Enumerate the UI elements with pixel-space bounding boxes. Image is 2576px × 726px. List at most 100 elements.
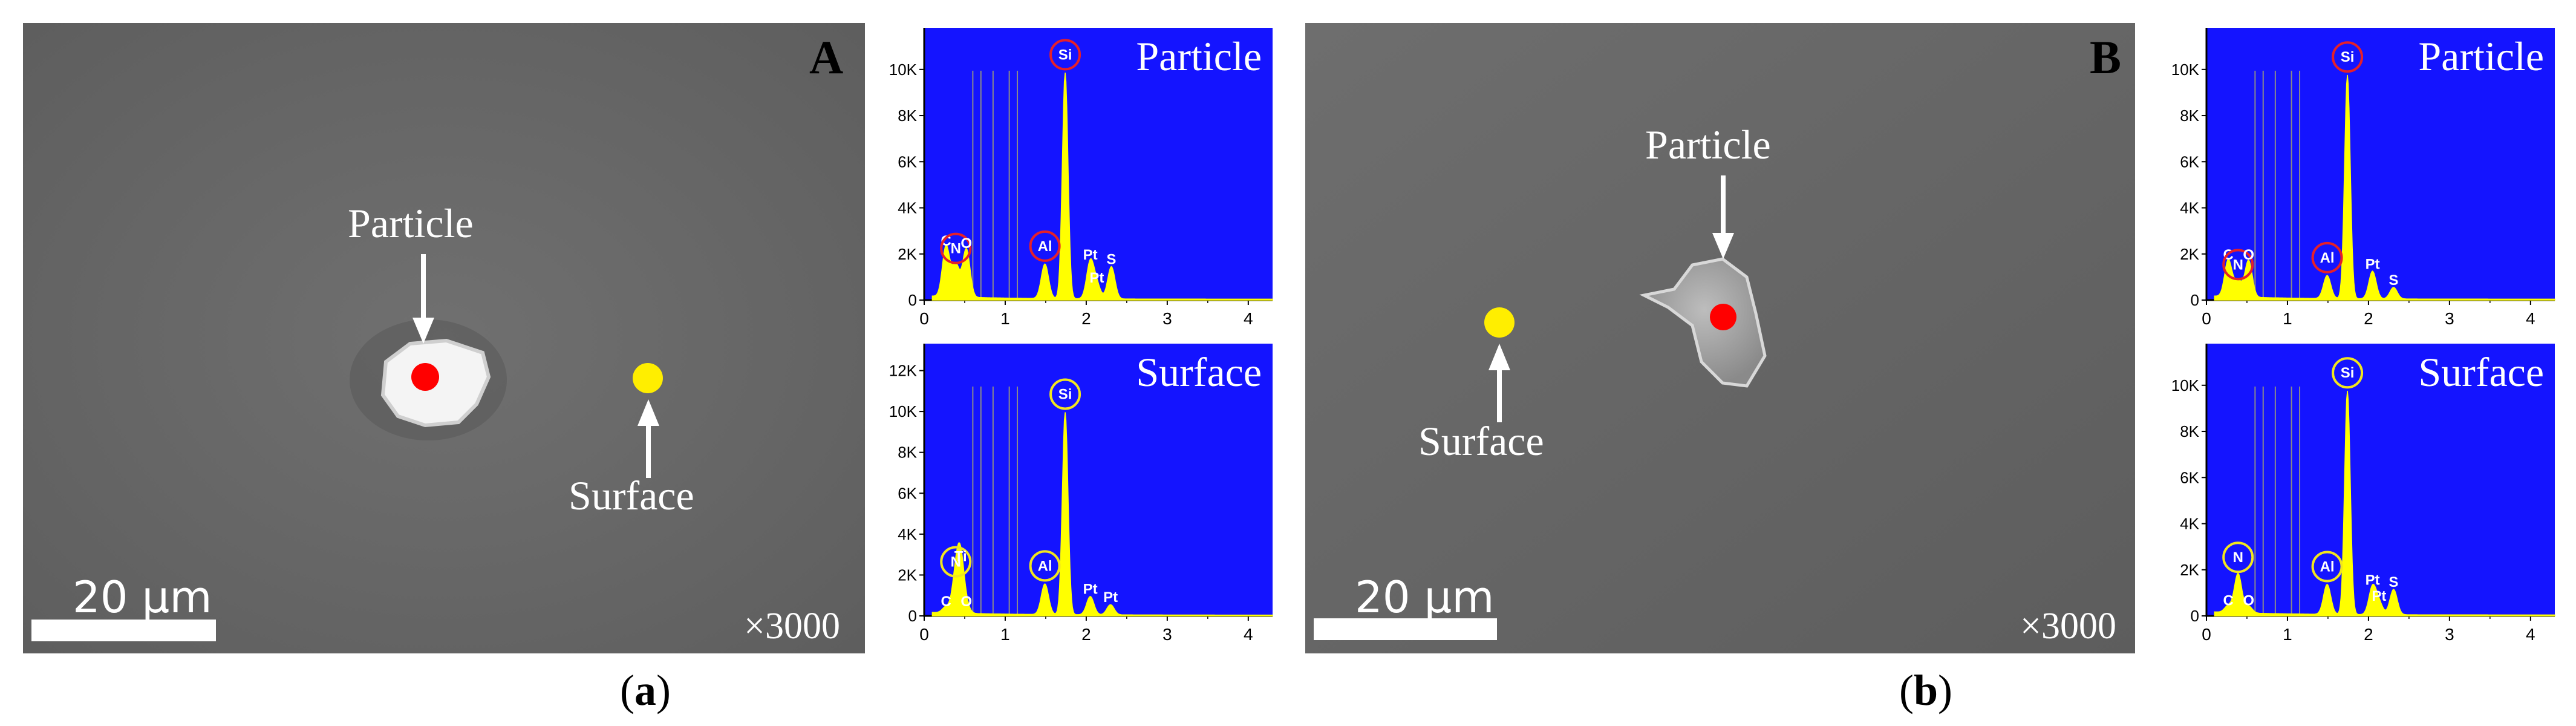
eds-title: Particle [1136, 33, 1262, 79]
surface-arrow-a [637, 399, 659, 478]
sem-texture-b [1305, 23, 2135, 653]
eds-peak-label: Si [1058, 387, 1072, 403]
eds-x-tick-label: 3 [2445, 309, 2454, 328]
eds-peak-circle [940, 232, 972, 264]
eds-x-tick-label: 0 [2202, 309, 2211, 328]
eds-peak-label: Al [1038, 558, 1052, 574]
eds-peak-label: C [941, 594, 951, 610]
eds-y-tick-label: 10K [2171, 60, 2200, 79]
eds-peak-label: S [2389, 574, 2398, 590]
eds-peak-label: Al [2320, 558, 2335, 575]
eds-peak-circle [2332, 357, 2364, 389]
surface-marker-b [1484, 307, 1515, 338]
eds-y-tick-label: 6K [2180, 468, 2199, 486]
eds-peak-label: Pt [1103, 589, 1118, 606]
particle-marker-b [1710, 304, 1736, 330]
eds-x-tick-label: 3 [1162, 309, 1172, 328]
eds-peak-label: N [951, 554, 961, 571]
eds-peak-label: Pt [1089, 270, 1104, 286]
eds-peak-label: O [960, 594, 972, 610]
eds-peak-circle [1029, 230, 1061, 262]
eds-peak-label: Pt [1083, 581, 1098, 598]
eds-x-tick-label: 0 [919, 309, 929, 328]
eds-peak-label: Pt [2366, 572, 2380, 588]
eds-spectrum [931, 73, 1273, 301]
eds-plot-area [924, 28, 1273, 300]
eds-plot-area [924, 344, 1273, 616]
panel-letter-b: B [2090, 31, 2122, 83]
particle-label-b: Particle [1645, 122, 1771, 168]
eds-y-tick-label: 4K [2180, 515, 2199, 533]
eds-x-tick-label: 4 [1244, 625, 1253, 644]
eds-y-tick-label: 0 [2191, 607, 2199, 625]
caption-a: (a) [620, 666, 671, 715]
eds-x-tick-label: 2 [2364, 625, 2373, 644]
surface-arrow-b [1489, 344, 1510, 422]
scale-bar-b [1314, 618, 1497, 640]
eds-peak-circle [2332, 41, 2364, 73]
eds-y-tick-label: 4K [898, 199, 917, 217]
scale-bar-a [31, 620, 216, 641]
eds-x-tick-label: 1 [1000, 625, 1010, 644]
eds-peak-circle [2311, 241, 2343, 273]
eds-peak-circle [1029, 550, 1061, 582]
sem-image-b [1305, 23, 2135, 653]
eds-y-tick-label: 0 [908, 607, 917, 625]
eds-peak-label: Si [2341, 365, 2355, 381]
eds-chart: 0 2K 4K 6K 8K 10K 12K 0 1 2 3 4 C NTi O Al Si Pt Pt Surface [871, 339, 1276, 653]
eds-x-tick-label: 4 [2526, 309, 2535, 328]
surface-label-b: Surface [1418, 418, 1544, 464]
eds-y-tick-label: 8K [2180, 422, 2199, 440]
eds-particle-b: 0 2K 4K 6K 8K 10K 0 1 2 3 4 C N O Al Si Pt S Particle [2153, 23, 2558, 338]
eds-peak-label: O [2243, 247, 2254, 263]
eds-spectrum [931, 412, 1273, 616]
eds-spectrum [2214, 390, 2555, 616]
eds-x-tick-label: 2 [2364, 309, 2373, 328]
surface-marker-a [633, 363, 663, 393]
eds-peak-circle [1049, 39, 1081, 71]
eds-peak-label: Al [2320, 250, 2335, 266]
particle-arrow-b [1712, 175, 1734, 259]
surface-label-a: Surface [569, 473, 694, 518]
particle-marker-a [411, 363, 439, 391]
scale-text-b: 20 μm [1355, 572, 1495, 623]
eds-title: Surface [1136, 349, 1262, 395]
eds-plot-area [2206, 344, 2555, 616]
eds-x-tick-label: 3 [2445, 625, 2454, 644]
eds-x-tick-label: 4 [1244, 309, 1253, 328]
eds-peak-circle [2311, 551, 2343, 583]
eds-peak-label: Pt [1083, 247, 1098, 263]
eds-plot-area [2206, 28, 2555, 300]
eds-peak-circle [2222, 249, 2254, 281]
eds-y-tick-label: 4K [898, 525, 917, 543]
eds-x-tick-label: 1 [1000, 309, 1010, 328]
eds-peak-circle [2222, 541, 2254, 574]
eds-y-tick-label: 2K [898, 245, 917, 263]
eds-y-tick-label: 12K [889, 362, 918, 380]
eds-y-tick-label: 2K [2180, 561, 2199, 579]
sem-image-a [23, 23, 865, 653]
eds-x-tick-label: 1 [2283, 309, 2292, 328]
particle-arrow-a [412, 254, 434, 344]
eds-title: Particle [2418, 33, 2544, 79]
eds-peak-label: S [2389, 272, 2398, 289]
eds-peak-label: O [2243, 593, 2254, 609]
eds-surface-a: 0 2K 4K 6K 8K 10K 12K 0 1 2 3 4 C N Ti O Al Si Pt Pt Surface [871, 339, 1276, 653]
eds-peak-label: O [960, 235, 972, 252]
eds-y-tick-label: 10K [889, 402, 918, 420]
eds-x-tick-label: 3 [1162, 625, 1172, 644]
eds-x-tick-label: 0 [2202, 625, 2211, 644]
eds-peak-label: S [1106, 252, 1116, 268]
eds-y-tick-label: 6K [898, 484, 917, 502]
eds-y-tick-label: 0 [2191, 291, 2199, 309]
eds-y-tick-label: 6K [898, 152, 917, 171]
caption-b: (b) [1899, 666, 1953, 715]
eds-peak-label: Si [1058, 47, 1072, 63]
eds-peak-label: Si [2341, 49, 2355, 65]
eds-y-tick-label: 4K [2180, 199, 2199, 217]
caption-letter-b: b [1913, 666, 1939, 715]
eds-x-tick-label: 4 [2526, 625, 2535, 644]
